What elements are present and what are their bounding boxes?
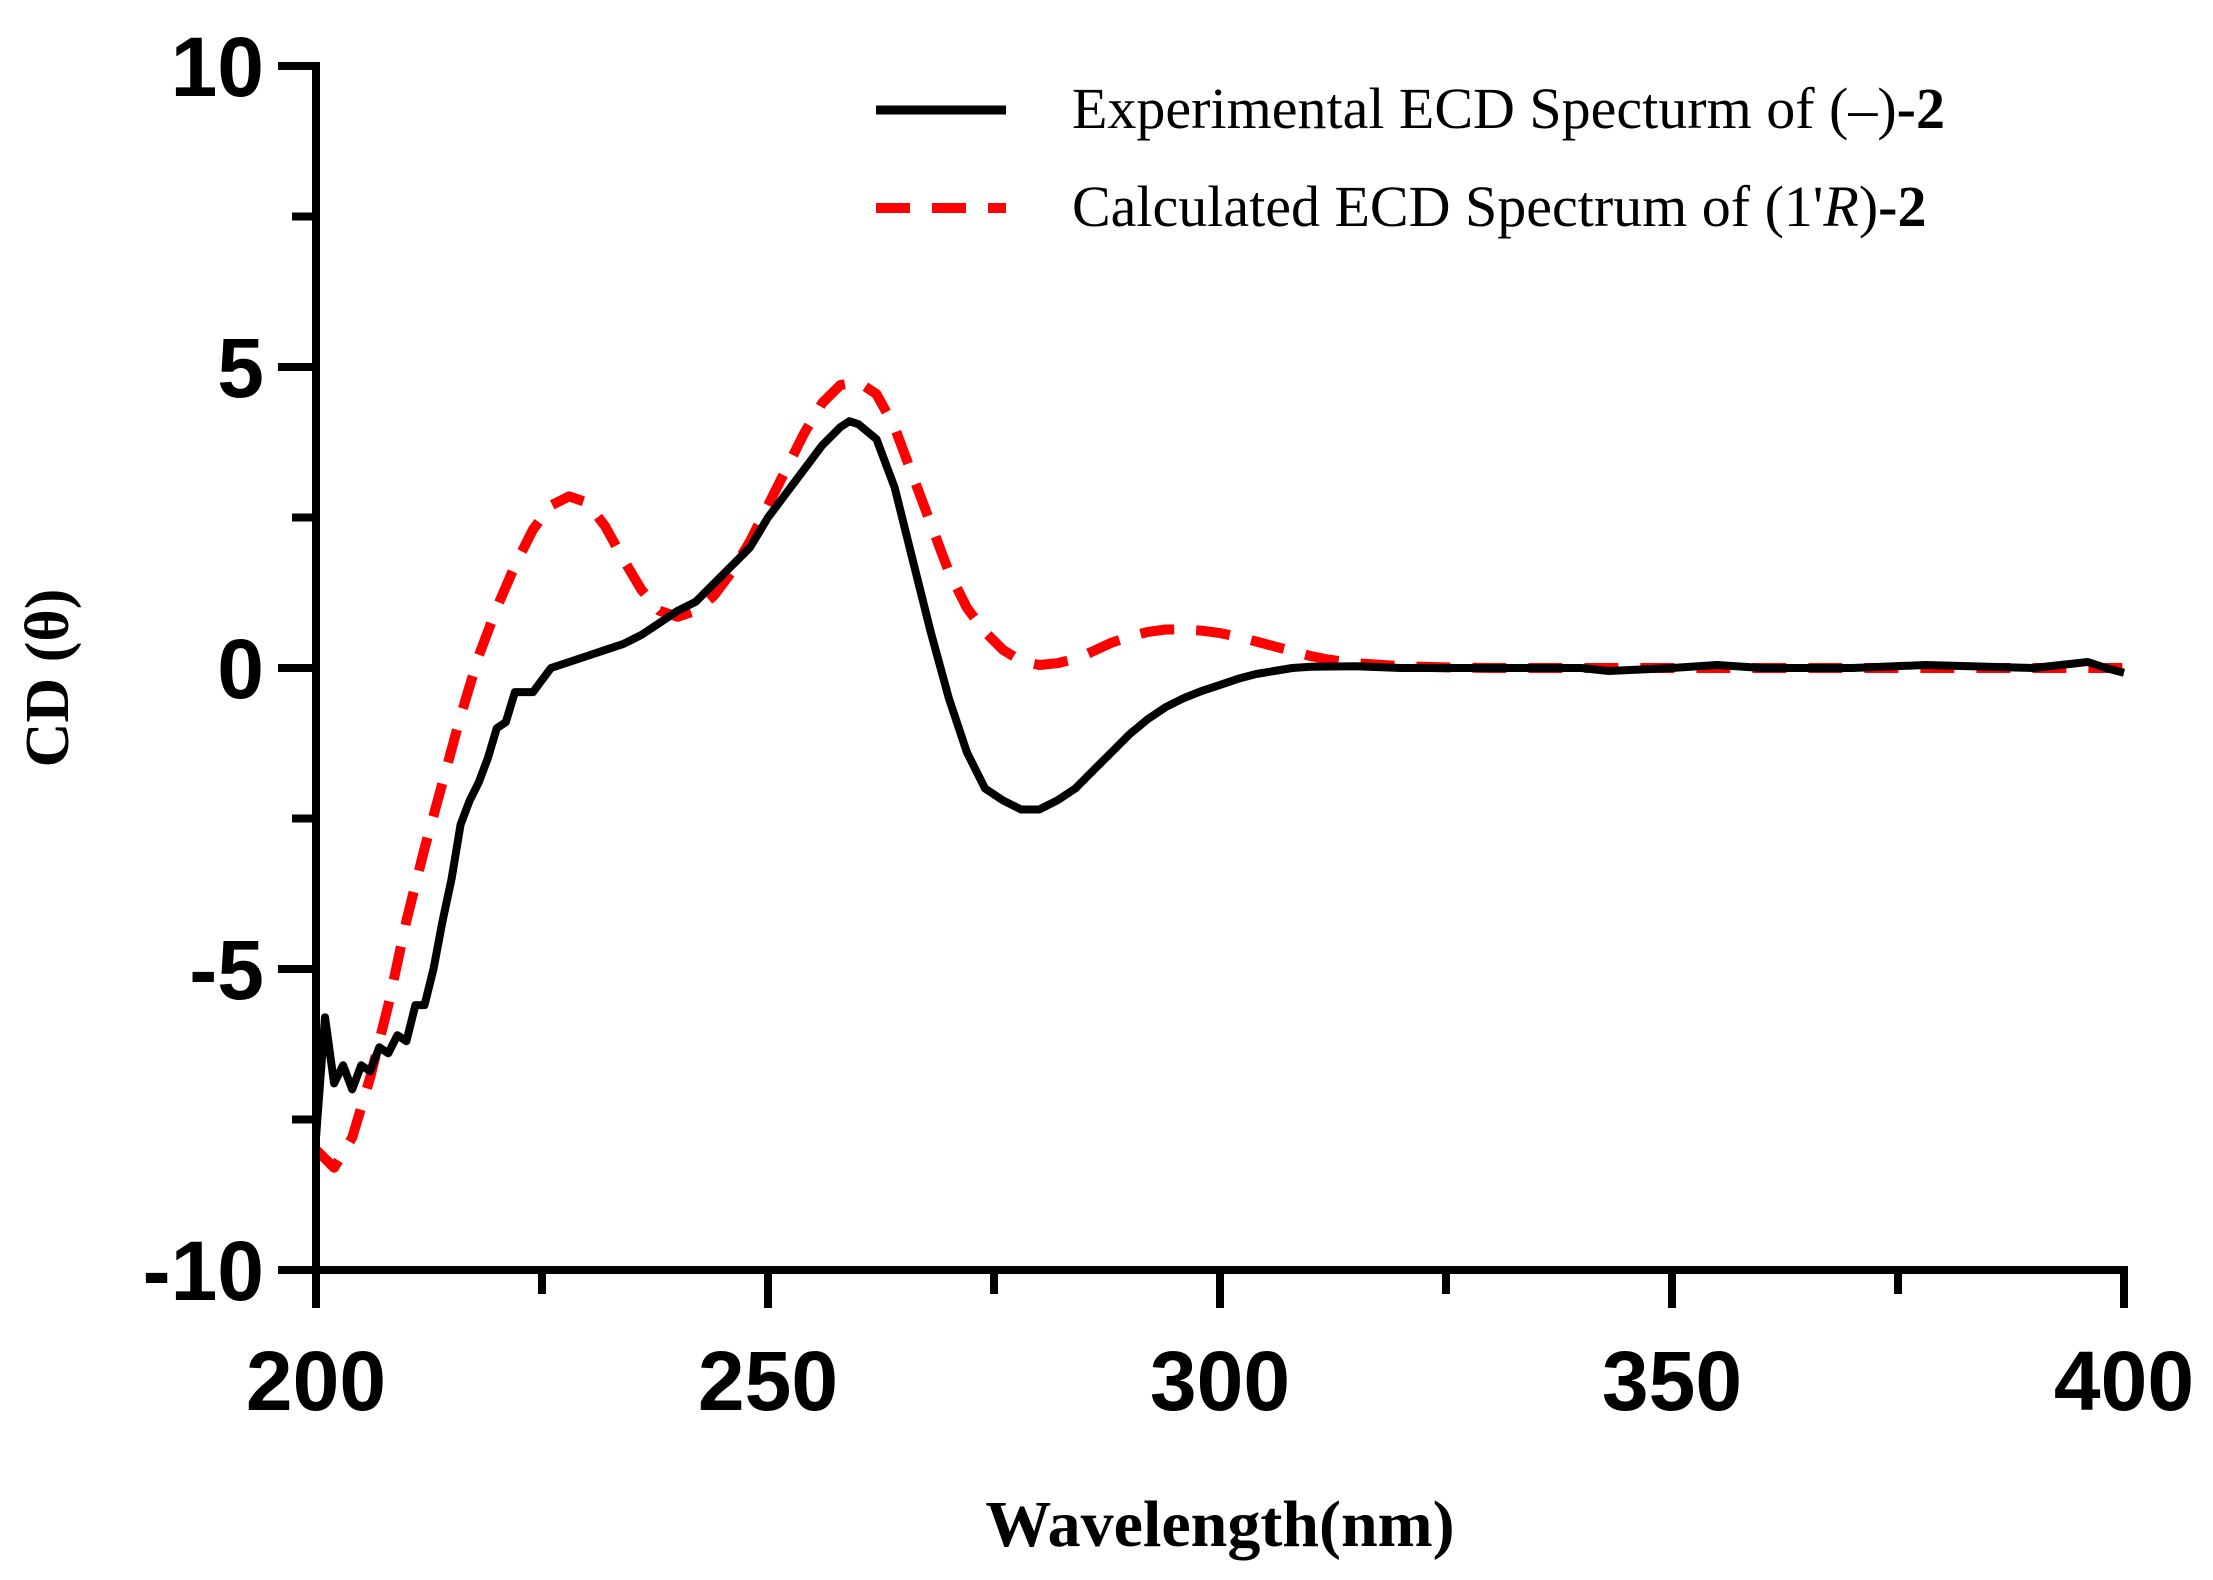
- y-tick-label: 0: [217, 622, 264, 716]
- x-tick-label: 200: [246, 1334, 386, 1428]
- legend-text-part: -2: [1878, 174, 1926, 239]
- legend-text-part: Calculated ECD Spectrum of (1': [1072, 174, 1823, 239]
- legend-text-part: R: [1822, 174, 1858, 239]
- experimental-series-line: [312, 417, 2126, 1138]
- plot-area: [312, 377, 2126, 1173]
- legend-text-part: Experimental ECD Specturm of (–): [1072, 76, 1897, 141]
- x-tick-label: 400: [2054, 1334, 2194, 1428]
- y-axis-ticks: -10 -5 0 5 10: [143, 20, 316, 1318]
- y-tick-label: 10: [171, 20, 264, 114]
- x-axis-label: Wavelength(nm): [985, 1488, 1454, 1561]
- y-axis-label: CD (θ): [14, 589, 82, 768]
- legend: Experimental ECD Specturm of (–)-2Calcul…: [876, 76, 1945, 239]
- legend-text-part: ): [1859, 174, 1878, 239]
- legend-entry-label: Experimental ECD Specturm of (–)-2: [1072, 76, 1945, 141]
- x-tick-label: 350: [1602, 1334, 1742, 1428]
- calculated-series-line: [312, 377, 2124, 1173]
- x-axis-ticks: 200 250 300 350 400: [246, 1270, 2194, 1428]
- legend-text-part: -2: [1897, 76, 1945, 141]
- y-tick-label: -10: [143, 1224, 264, 1318]
- y-tick-label: 5: [217, 321, 264, 415]
- x-tick-label: 300: [1150, 1334, 1290, 1428]
- legend-entry-label: Calculated ECD Spectrum of (1'R)-2: [1072, 174, 1926, 239]
- x-tick-label: 250: [698, 1334, 838, 1428]
- series-layer: [312, 377, 2126, 1173]
- y-tick-label: -5: [189, 923, 264, 1017]
